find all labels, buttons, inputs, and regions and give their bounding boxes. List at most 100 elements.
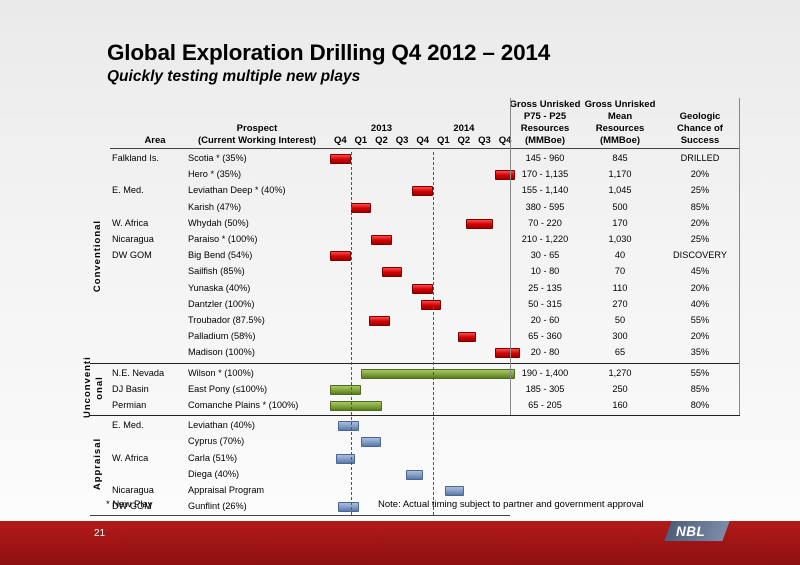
gantt-bar xyxy=(330,154,351,164)
prospect-cell: Whydah (50%) xyxy=(188,217,249,228)
area-cell: Permian xyxy=(112,400,147,410)
prospect-cell: Karish (47%) xyxy=(188,201,242,212)
group-label-appraisal: Appraisal xyxy=(92,438,103,491)
prospect-cell: Big Bend (54%) xyxy=(188,250,253,261)
prospect-cell: Carla (51%) xyxy=(188,452,238,463)
gantt-bar xyxy=(412,283,433,294)
page-title: Global Exploration Drilling Q4 2012 – 20… xyxy=(107,40,551,65)
quarter-header-1: Q1 xyxy=(354,135,368,146)
geo-cell: 20% xyxy=(690,331,710,342)
gantt-bar xyxy=(350,202,372,213)
gantt-bar xyxy=(369,316,390,326)
geo-cell: 20% xyxy=(690,282,710,293)
area-cell: Nicaragua xyxy=(112,485,154,495)
area-cell: E. Med. xyxy=(112,185,144,196)
gantt-bar xyxy=(457,332,477,343)
prospect-cell: Yunaska (40%) xyxy=(188,282,251,293)
geo-cell: 25% xyxy=(690,185,710,196)
footer-bar xyxy=(0,521,800,565)
geo-cell: 80% xyxy=(690,400,710,410)
mean-cell: 845 xyxy=(612,153,628,163)
geo-cell: 85% xyxy=(690,201,710,212)
area-cell: W. Africa xyxy=(112,452,149,463)
group-label-conventional: Conventional xyxy=(92,219,103,292)
quarter-header-7: Q3 xyxy=(478,135,491,146)
timing-note: Note: Actual timing subject to partner a… xyxy=(378,499,644,510)
range-cell: 155 - 1,140 xyxy=(521,185,569,196)
range-cell: 145 - 960 xyxy=(525,153,565,163)
range-cell: 65 - 360 xyxy=(528,331,562,342)
range-cell: 10 - 80 xyxy=(530,266,560,277)
range-cell: 65 - 205 xyxy=(528,400,562,410)
geo-cell: 85% xyxy=(690,383,710,394)
mean-cell: 1,170 xyxy=(608,169,632,180)
range-cell: 210 - 1,220 xyxy=(521,234,569,244)
prospect-cell: Cyprus (70%) xyxy=(188,436,245,447)
geo-cell: 55% xyxy=(690,367,710,378)
range-cell: 190 - 1,400 xyxy=(521,367,569,378)
table-bottom-line xyxy=(90,515,510,517)
prospect-cell: Madison (100%) xyxy=(188,347,255,358)
year-boundary-line-1 xyxy=(433,152,434,516)
gantt-bar xyxy=(420,299,442,310)
geo-cell: 35% xyxy=(690,347,710,358)
gantt-bar xyxy=(381,267,403,278)
page-number: 21 xyxy=(94,528,106,539)
prospect-cell: Wilson * (100%) xyxy=(188,367,254,378)
area-cell: DW GOM xyxy=(112,501,152,512)
area-cell: W. Africa xyxy=(112,217,149,228)
quarter-header-3: Q3 xyxy=(395,135,409,146)
geo-cell: 25% xyxy=(690,234,710,244)
p75-header-line-3: (MMBoe) xyxy=(524,135,566,146)
p75-header-line-1: P75 - P25 xyxy=(523,111,567,122)
mean-cell: 500 xyxy=(612,201,628,212)
company-logo: NBL xyxy=(676,524,706,539)
gantt-bar xyxy=(360,368,516,379)
quarter-header-6: Q2 xyxy=(457,135,471,146)
gantt-bar xyxy=(406,469,423,480)
quarter-header-5: Q1 xyxy=(436,135,450,146)
range-cell: 170 - 1,135 xyxy=(521,169,569,180)
gantt-bar xyxy=(338,421,359,432)
range-cell: 30 - 65 xyxy=(530,250,560,261)
gantt-bar xyxy=(330,251,351,262)
range-cell: 185 - 305 xyxy=(525,383,565,394)
geo-cell: 45% xyxy=(690,266,710,277)
prospect-cell: Troubador (87.5%) xyxy=(188,315,265,325)
group-label-unconventional-line2: onal xyxy=(94,376,105,400)
gantt-bar xyxy=(338,502,359,513)
prospect-cell: Diega (40%) xyxy=(188,468,240,479)
geo-cell: 20% xyxy=(690,217,710,228)
range-cell: 20 - 80 xyxy=(530,347,560,358)
group-separator-appraisal xyxy=(90,415,740,417)
mean-cell: 65 xyxy=(614,347,626,358)
gantt-bar xyxy=(360,437,382,448)
range-cell: 25 - 135 xyxy=(528,282,562,293)
mean-cell: 270 xyxy=(612,298,628,309)
mean-cell: 110 xyxy=(612,282,628,293)
mean-header-line-0: Gross Unrisked xyxy=(584,99,656,110)
gantt-bar xyxy=(371,235,392,245)
geo-cell: 20% xyxy=(690,169,710,180)
year-boundary-line-0 xyxy=(350,152,352,516)
mean-cell: 70 xyxy=(614,266,626,277)
geo-header-line-0: Geologic xyxy=(679,111,721,122)
quarter-header-2: Q2 xyxy=(375,135,388,146)
mean-cell: 1,270 xyxy=(608,367,632,378)
year-2014-header: 2014 xyxy=(453,123,475,134)
prospect-cell: Dantzler (100%) xyxy=(188,298,255,309)
prospect-cell: Leviathan (40%) xyxy=(188,420,255,431)
prospect-cell: Leviathan Deep * (40%) xyxy=(188,185,286,196)
area-cell: DJ Basin xyxy=(112,383,149,394)
geo-header-line-2: Success xyxy=(680,135,720,146)
quarter-header-4: Q4 xyxy=(416,135,430,146)
prospect-header-line2: (Current Working Interest) xyxy=(197,135,317,146)
prospect-cell: Hero * (35%) xyxy=(188,169,242,180)
area-cell: Falkland Is. xyxy=(112,153,159,163)
group-label-unconventional-line1: Unconventi xyxy=(82,356,93,418)
geo-cell: 55% xyxy=(690,315,710,325)
geo-cell: DRILLED xyxy=(680,153,720,163)
gantt-bar xyxy=(494,170,516,181)
prospect-cell: Sailfish (85%) xyxy=(188,266,245,277)
range-cell: 20 - 60 xyxy=(530,315,560,325)
